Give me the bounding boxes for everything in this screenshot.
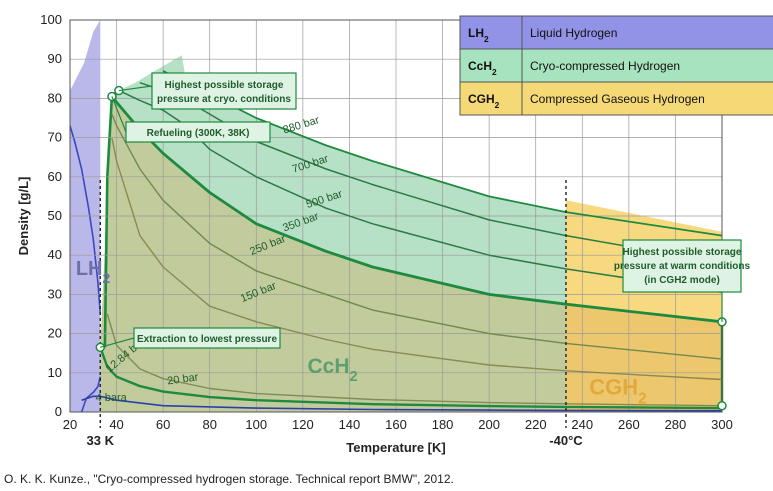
x-tick-label: 100 [245, 417, 267, 432]
legend: LH2 Liquid Hydrogen CcH2 Cryo-compressed Hy… [459, 15, 773, 116]
legend-text-lh2: Liquid Hydrogen [530, 26, 617, 40]
x-tick-label: 240 [571, 417, 593, 432]
y-tick-label: 50 [48, 208, 62, 223]
x-tick-label: 20 [63, 417, 77, 432]
state-point [717, 400, 727, 411]
y-tick-label: 70 [48, 130, 62, 145]
x-tick-label: 60 [156, 417, 170, 432]
callout-text-warm-max: (in CGH2 mode) [644, 275, 720, 286]
lh2-saturation-vapor [80, 376, 102, 413]
y-axis-title: Density [g/L] [16, 177, 31, 256]
y-tick-label: 60 [48, 169, 62, 184]
y-tick-label: 40 [48, 247, 62, 262]
callout-line-cryo-max [118, 85, 153, 92]
callout-text-extraction: Extraction to lowest pressure [137, 334, 277, 345]
x-tick-label: 40 [109, 417, 123, 432]
axis-layer: 20 40 60 80 100 120 140 160 180 200 220 240 260 280 30… [16, 12, 733, 455]
legend-row-lh2 [459, 15, 773, 50]
callout-text-refueling: Refueling (300K, 38K) [147, 128, 250, 139]
x-tick-label: 180 [432, 417, 454, 432]
y-tick-label: 20 [48, 326, 62, 341]
x-tick-label: 220 [525, 417, 547, 432]
x-tick-label: 80 [202, 417, 216, 432]
annotation-layer: LH2 CcH2 CGH2 Highest possible storage press… [76, 72, 751, 411]
series-20-bar [106, 313, 723, 407]
y-tick-label: 100 [40, 12, 62, 27]
lh2-saturation-liquid [69, 125, 102, 315]
callout-text-warm-max: Highest possible storage [623, 247, 742, 258]
callout-line-refueling [111, 96, 127, 133]
isobar-label: 20 bar [167, 371, 200, 387]
x-tick-label: 140 [339, 417, 361, 432]
series-250-bar [111, 113, 723, 360]
plot-frame [69, 19, 723, 413]
legend-text-cch2: Cryo-compressed Hydrogen [530, 59, 680, 73]
y-tick-label: 10 [48, 365, 62, 380]
series-350-bar [110, 95, 723, 324]
cch2-region [100, 55, 567, 413]
y-tick-label: 0 [55, 404, 62, 419]
x-tick-label: 200 [478, 417, 500, 432]
y-tick-label: 80 [48, 90, 62, 105]
legend-row-cch2 [459, 48, 773, 83]
y-tick-label: 90 [48, 51, 62, 66]
legend-key-lh2: LH2 [468, 26, 489, 44]
special-tick-label: 33 K [87, 433, 115, 448]
legend-text-cgh2: Compressed Gaseous Hydrogen [530, 92, 705, 106]
special-tick-label: -40°C [549, 433, 583, 448]
callout-text-cryo-max: Highest possible storage [165, 80, 284, 91]
series-12-84-bar [99, 346, 723, 410]
callout-text-warm-max: pressure at warm conditions [614, 261, 751, 272]
region-label-cgh2: CGH2 [589, 374, 646, 407]
callout-box-warm-max [622, 239, 742, 293]
isobar-label: 4 bara [96, 392, 128, 404]
callout-line-extraction [100, 337, 135, 348]
x-tick-label: 260 [618, 417, 640, 432]
y-tick-label: 30 [48, 286, 62, 301]
x-tick-label: 300 [711, 417, 733, 432]
callout-text-cryo-max: pressure at cryo. conditions [157, 94, 291, 105]
figure-caption: O. K. K. Kunze., "Cryo-compressed hydrog… [4, 472, 454, 486]
region-label-lh2: LH2 [76, 258, 111, 286]
x-tick-label: 120 [292, 417, 314, 432]
legend-key-cgh2: CGH2 [468, 92, 500, 110]
callout-box-cryo-max [151, 72, 297, 110]
legend-row-cgh2 [459, 81, 773, 116]
series-4-bara [81, 395, 723, 412]
x-axis-title: Temperature [K] [346, 440, 445, 455]
region-label-cch2: CcH2 [308, 355, 358, 385]
x-tick-label: 280 [665, 417, 687, 432]
x-tick-label: 160 [385, 417, 407, 432]
series-150-bar [111, 137, 723, 381]
legend-key-cch2: CcH2 [468, 59, 497, 77]
